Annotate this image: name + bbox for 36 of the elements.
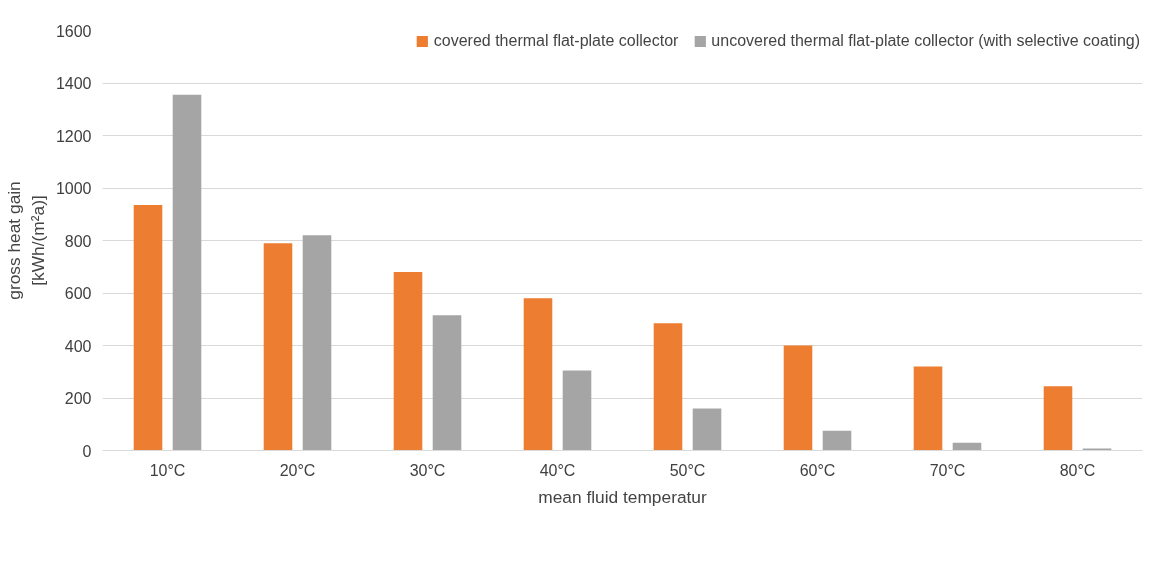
bar xyxy=(1043,386,1073,451)
x-tick-label: 20°C xyxy=(279,461,316,479)
x-tick-label: 60°C xyxy=(799,461,836,479)
x-axis-title: mean fluid temperatur xyxy=(538,486,708,507)
bar xyxy=(1082,448,1112,451)
y-tick-label: 1400 xyxy=(55,75,92,92)
bar xyxy=(653,323,683,451)
y-tick-label: 400 xyxy=(64,337,92,355)
x-tick-label: 10°C xyxy=(149,461,186,479)
y-tick-label: 0 xyxy=(82,442,92,460)
bar xyxy=(822,430,852,451)
bar xyxy=(562,370,592,451)
bar xyxy=(263,243,293,451)
x-tick-label: 70°C xyxy=(929,461,966,479)
y-tick-label: 1600 xyxy=(55,22,92,40)
legend-label: uncovered thermal flat-plate collector (with selective coating) xyxy=(711,32,1140,50)
y-tick-label: 200 xyxy=(64,390,92,407)
bar xyxy=(783,345,813,451)
bar xyxy=(133,205,163,451)
y-axis-title: gross heat gain [kWh/(m²a)] xyxy=(3,181,48,300)
y-tick-label: 1000 xyxy=(55,180,92,197)
bar xyxy=(172,94,202,451)
y-tick-label: 1200 xyxy=(55,127,92,145)
bar xyxy=(692,408,722,451)
bar xyxy=(393,272,423,451)
x-tick-label: 30°C xyxy=(409,461,446,479)
x-tick-label: 50°C xyxy=(669,461,706,479)
y-tick-label: 600 xyxy=(64,285,92,302)
bar xyxy=(302,235,332,451)
legend-label: covered thermal flat-plate collector xyxy=(433,32,679,50)
bar xyxy=(913,366,943,451)
bar xyxy=(523,298,553,451)
x-tick-label: 40°C xyxy=(539,461,576,479)
x-tick-label: 80°C xyxy=(1059,461,1096,479)
y-tick-label: 800 xyxy=(64,232,92,250)
bar xyxy=(432,315,462,451)
